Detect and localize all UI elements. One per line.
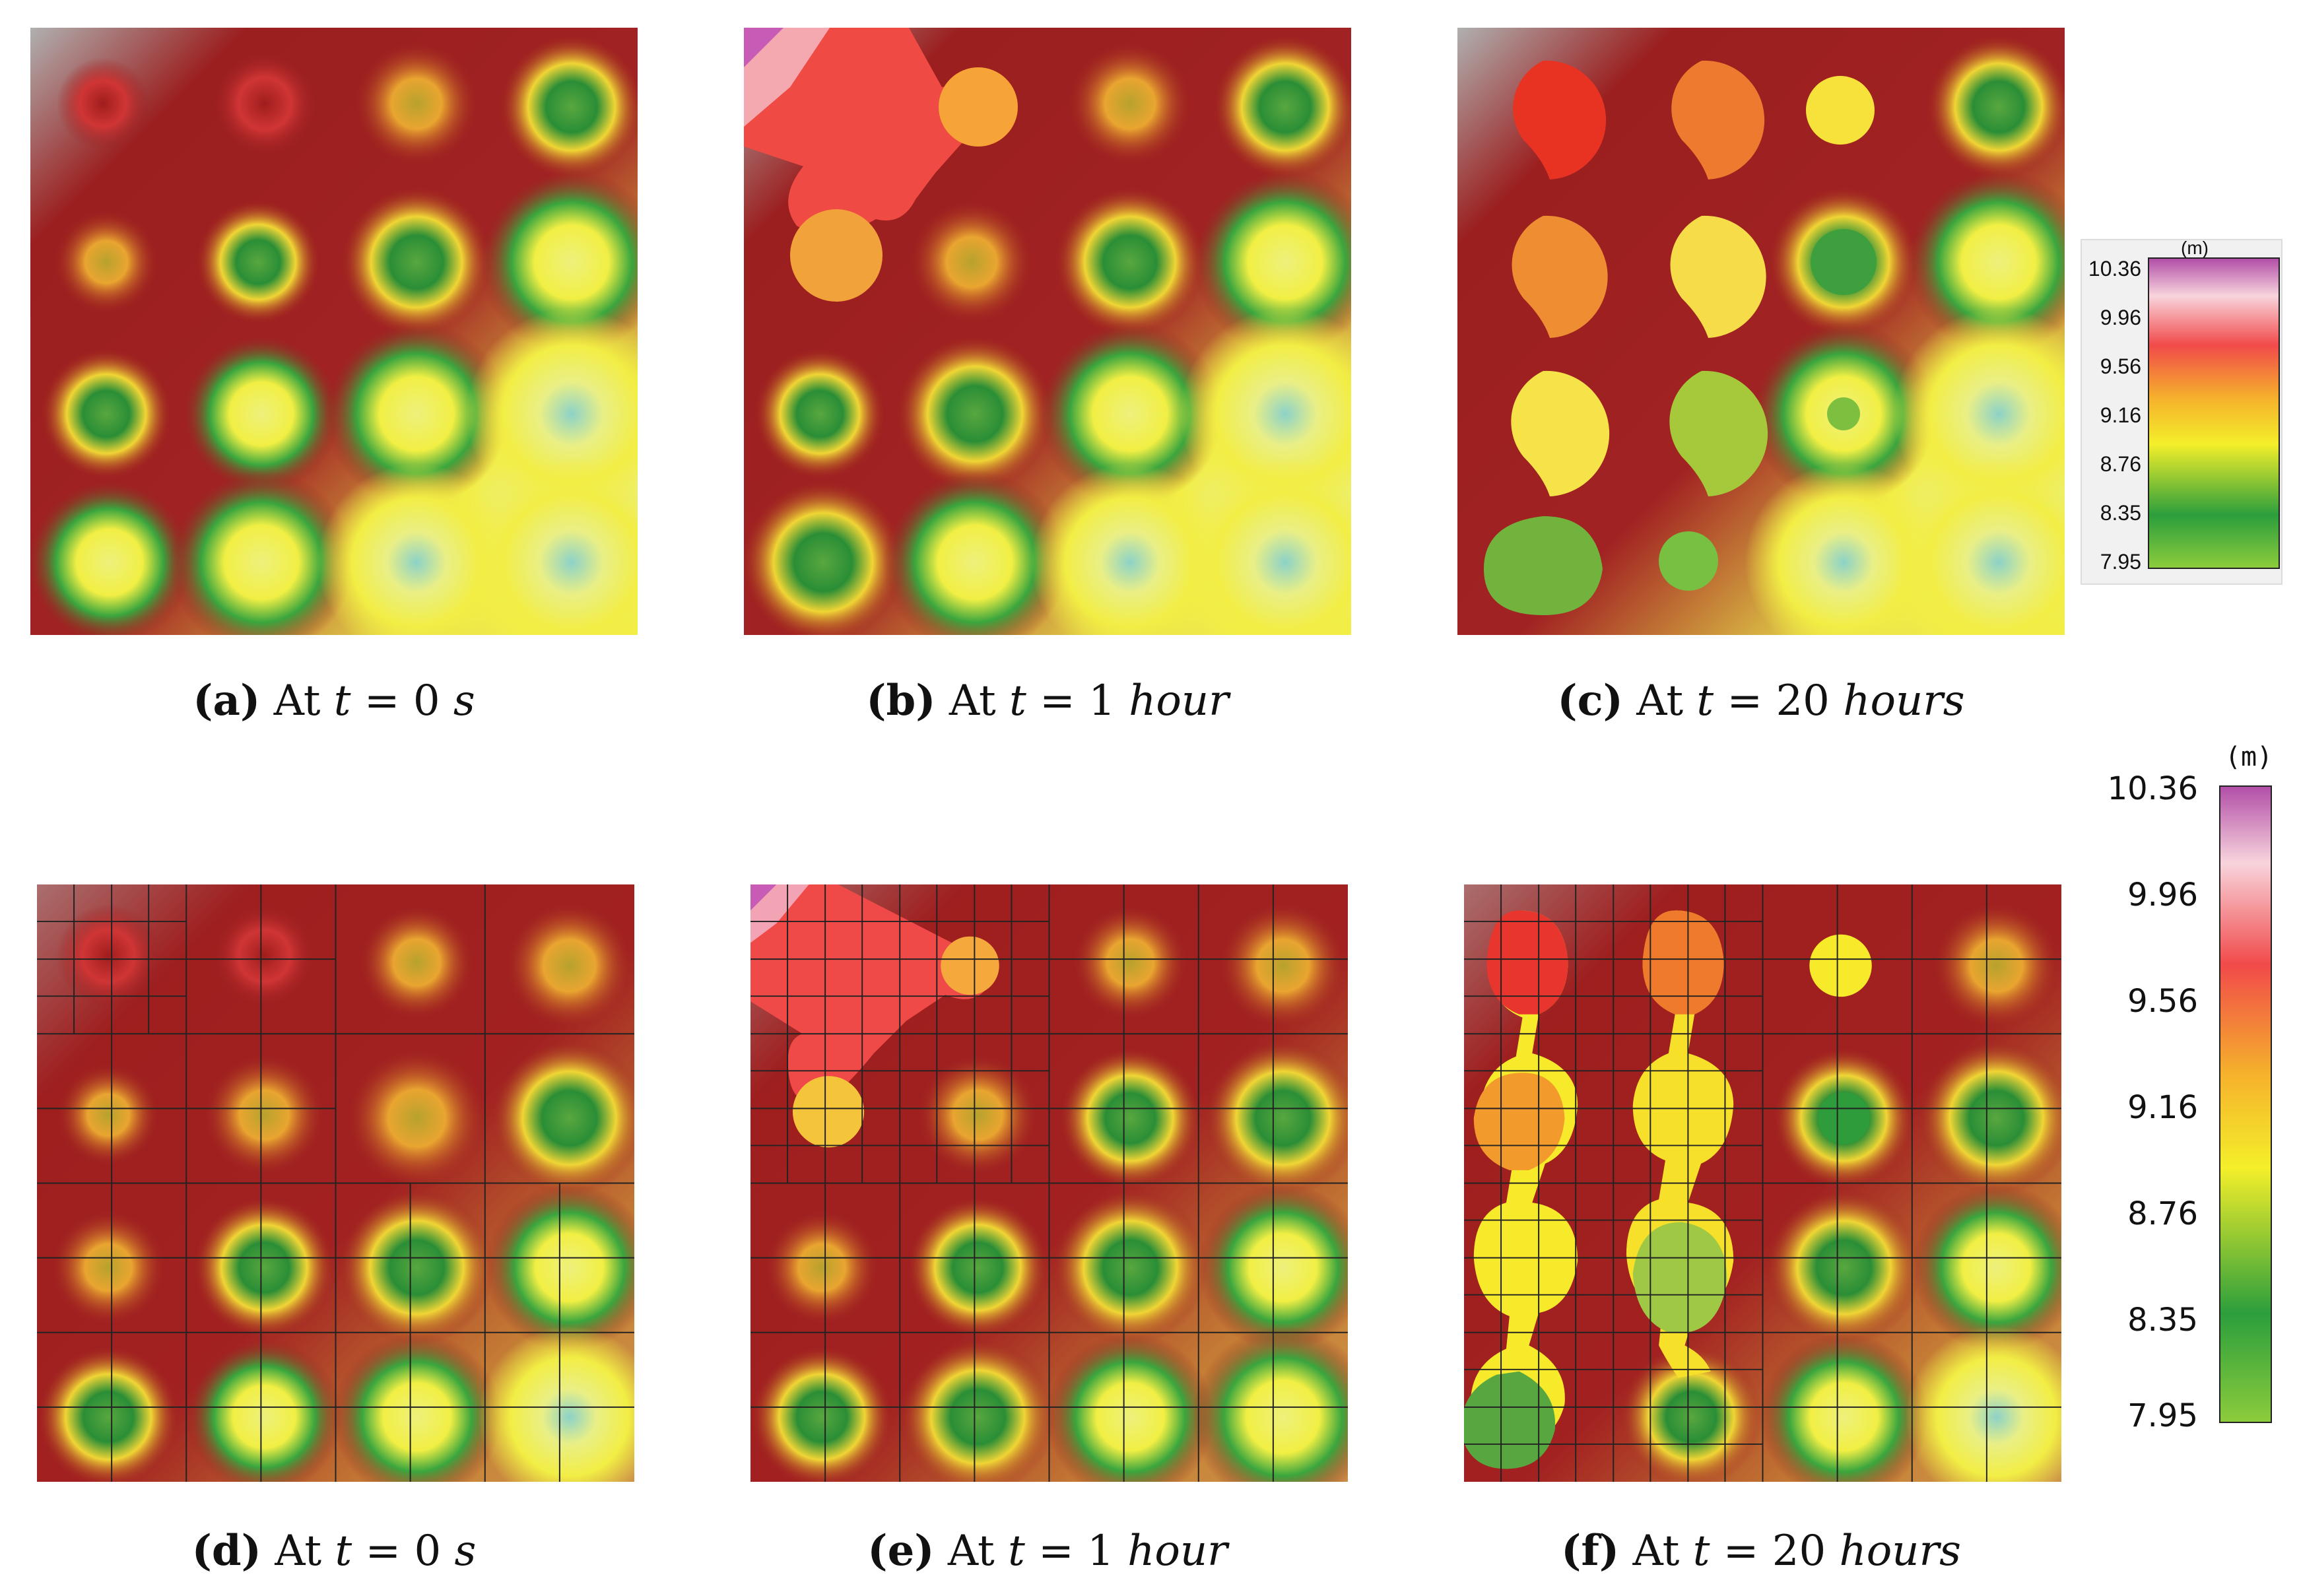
colorbar-top-tick: 8.76 [2100, 452, 2141, 476]
caption-prefix: At [947, 1527, 995, 1576]
colorbar-bottom-tick: 8.35 [2127, 1302, 2198, 1339]
heatmap-a [30, 28, 638, 635]
colorbar-top-tick: 9.96 [2100, 306, 2141, 329]
caption-prefix: At [1636, 677, 1684, 725]
colorbar-bottom-ramp [2219, 785, 2272, 1423]
panel-d [37, 884, 634, 1482]
caption-c: (c) At t = 20 hours [1431, 675, 2091, 727]
colorbar-top-unit: (m) [2181, 238, 2209, 258]
caption-eq: = 0 [364, 677, 440, 725]
drop-c-1 [1513, 60, 1607, 180]
heatmap-f [1464, 884, 2061, 1482]
caption-label: (a) [193, 676, 261, 725]
panel-c [1457, 28, 2065, 635]
colorbar-top-tick: 10.36 [2088, 257, 2141, 281]
caption-f: (f) At t = 20 hours [1431, 1525, 2091, 1578]
panel-a [30, 28, 638, 635]
panel-b [744, 28, 1351, 635]
caption-var: t [333, 677, 351, 725]
heatmap-e [750, 884, 1348, 1482]
caption-eq: = 1 [1040, 677, 1116, 725]
drop-c-2 [1671, 60, 1765, 180]
caption-var: t [335, 1527, 352, 1576]
caption-eq: = 20 [1727, 677, 1830, 725]
colorbar-top-tick: 8.35 [2100, 501, 2141, 525]
caption-unit: s [453, 677, 475, 725]
colorbar-bottom: (m) 10.36 9.96 9.56 9.16 8.76 8.35 7.95 [2073, 739, 2284, 1439]
heatmap-c [1457, 28, 2065, 635]
caption-unit: hour [1129, 677, 1229, 725]
amr-grid-e [750, 884, 1348, 1482]
caption-d: (d) At t = 0 s [4, 1525, 664, 1578]
caption-b: (b) At t = 1 hour [717, 675, 1378, 727]
colorbar-bottom-unit: (m) [2224, 742, 2273, 772]
flood-plume-e [750, 884, 993, 1103]
colorbar-bottom-tick: 7.95 [2127, 1397, 2198, 1434]
caption-prefix: At [273, 677, 321, 725]
colorbar-bottom-tick: 9.56 [2127, 983, 2198, 1020]
caption-label: (c) [1557, 676, 1623, 725]
caption-prefix: At [949, 677, 996, 725]
panel-f [1464, 884, 2061, 1482]
caption-var: t [1009, 677, 1026, 725]
caption-eq: = 1 [1038, 1527, 1114, 1576]
panel-e [750, 884, 1348, 1482]
heatmap-b [744, 28, 1351, 635]
colorbar-top-tick: 7.95 [2100, 550, 2141, 574]
amr-grid-d [37, 884, 634, 1482]
caption-unit: hour [1127, 1527, 1228, 1576]
colorbar-top: (m) 10.36 9.96 9.56 9.16 8.76 8.35 7.95 [2081, 238, 2282, 585]
caption-label: (e) [867, 1526, 935, 1576]
caption-label: (b) [866, 676, 936, 725]
colorbar-bottom-tick: 9.96 [2127, 877, 2198, 914]
flow-column-1 [1470, 910, 1578, 1443]
heatmap-d [37, 884, 634, 1482]
colorbar-top-tick: 9.16 [2100, 403, 2141, 427]
colorbar-bottom-tick: 8.76 [2127, 1195, 2198, 1232]
caption-prefix: At [1632, 1527, 1680, 1576]
caption-eq: = 20 [1723, 1527, 1826, 1576]
caption-e: (e) At t = 1 hour [717, 1525, 1378, 1578]
caption-unit: hours [1839, 1527, 1961, 1576]
caption-eq: = 0 [365, 1527, 442, 1576]
flood-plume-b [744, 28, 1001, 234]
caption-var: t [1008, 1527, 1025, 1576]
caption-var: t [1692, 1527, 1710, 1576]
amr-grid-f [1464, 884, 2061, 1482]
caption-unit: s [454, 1527, 477, 1576]
colorbar-bottom-tick: 10.36 [2107, 770, 2198, 807]
caption-prefix: At [275, 1527, 322, 1576]
colorbar-bottom-tick: 9.16 [2127, 1089, 2198, 1126]
caption-var: t [1696, 677, 1714, 725]
colorbar-top-tick: 9.56 [2100, 354, 2141, 378]
caption-label: (f) [1561, 1526, 1620, 1576]
caption-unit: hours [1843, 677, 1965, 725]
caption-label: (d) [191, 1526, 261, 1576]
caption-a: (a) At t = 0 s [4, 675, 664, 727]
colorbar-top-ramp [2148, 257, 2280, 569]
